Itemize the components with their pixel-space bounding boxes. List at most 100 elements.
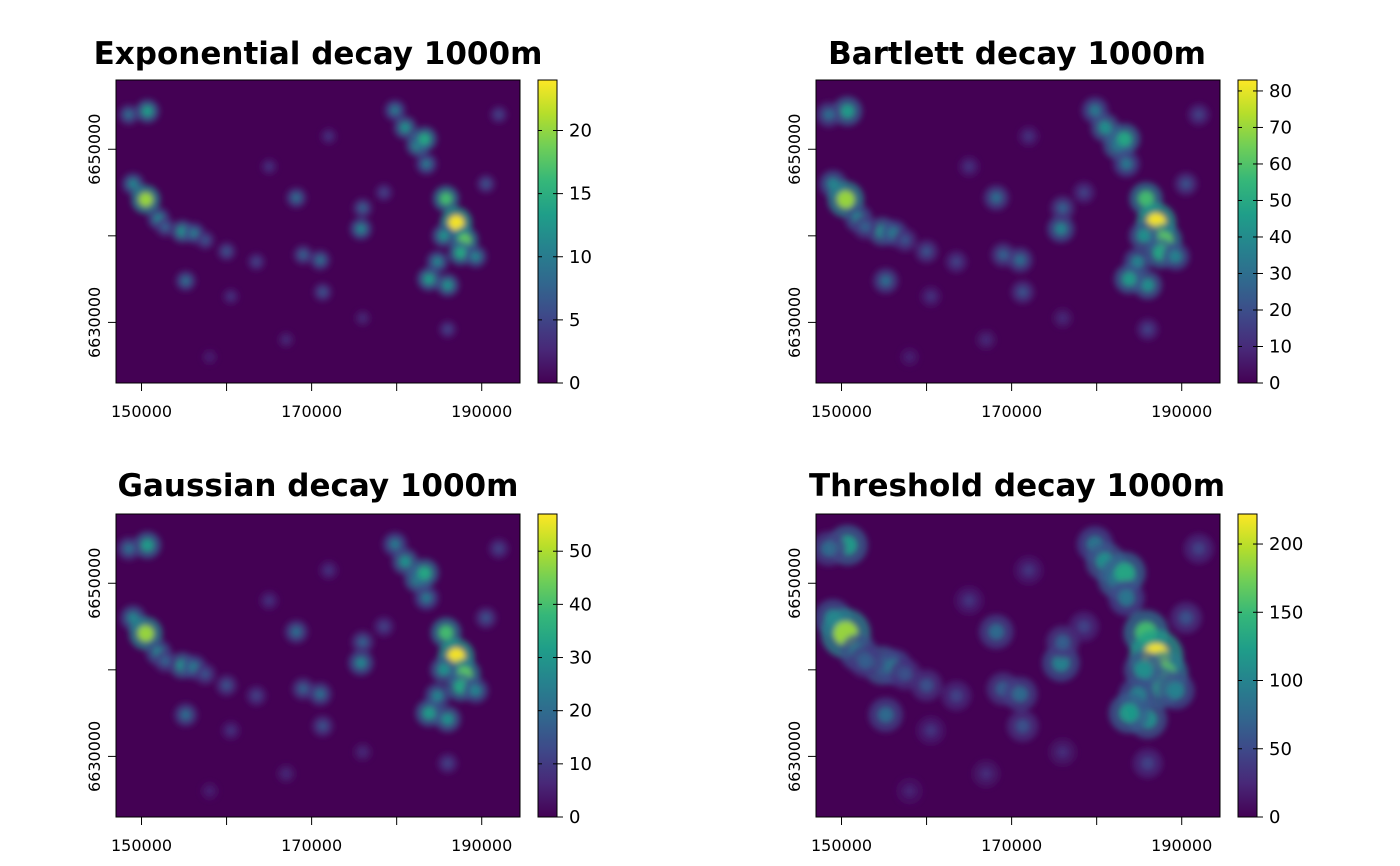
density-hotspot-core	[981, 335, 991, 345]
density-hotspot-core	[399, 122, 411, 134]
density-hotspot-core	[1136, 228, 1151, 243]
density-hotspot-core	[1054, 222, 1068, 236]
density-hotspot-core	[1057, 202, 1069, 214]
legend-tick-label: 0	[1269, 373, 1280, 394]
x-tick-label: 190000	[451, 402, 512, 421]
density-hotspot-core	[1058, 313, 1068, 323]
legend-tick-label: 50	[1269, 739, 1292, 760]
legend-tick-label: 0	[1269, 807, 1280, 828]
legend-tick-label: 200	[1269, 534, 1303, 555]
density-hotspot-core	[1191, 541, 1206, 556]
density-hotspot-core	[437, 230, 449, 242]
density-hotspot-core	[481, 612, 491, 623]
density-hotspot-core	[1014, 254, 1027, 267]
density-hotspot-core	[469, 684, 482, 697]
density-hotspot-core	[1117, 589, 1135, 607]
density-hotspot-core	[879, 274, 892, 287]
density-hotspot-core	[389, 538, 401, 551]
density-hotspot-core	[423, 273, 435, 285]
legend-tick-label: 20	[1269, 300, 1292, 321]
density-hotspot-core	[359, 314, 367, 322]
x-tick-label: 170000	[281, 402, 342, 421]
density-hotspot-core	[820, 540, 837, 557]
panel-3: Gaussian decay 1000m 150000 170000 190000 66…	[85, 468, 592, 855]
density-hotspot-core	[379, 621, 389, 632]
density-hotspot-core	[137, 625, 155, 642]
x-tick-label: 150000	[111, 402, 172, 421]
plot-frame	[115, 513, 521, 818]
density-hotspot-core	[494, 110, 503, 119]
density-hotspot-core	[1120, 157, 1133, 171]
density-hotspot-core	[201, 235, 210, 245]
x-tick-label: 150000	[811, 402, 872, 421]
density-hotspot-core	[1114, 562, 1135, 584]
legend-tick-label: 20	[569, 121, 592, 142]
density-hotspot-core	[1134, 660, 1153, 680]
legend-colorbar	[537, 79, 558, 384]
density-hotspot-core	[1012, 685, 1029, 703]
density-hotspot-core	[251, 691, 261, 701]
x-tick-label: 150000	[811, 836, 872, 855]
density-hotspot-core	[205, 787, 214, 796]
legend-tick-label: 40	[1269, 227, 1292, 248]
density-hotspot-core	[1142, 324, 1153, 335]
density-hotspot-core	[470, 251, 482, 262]
density-hotspot-core	[1015, 718, 1030, 734]
panel-2: Bartlett decay 1000m 150000 170000 190000 66…	[785, 36, 1292, 421]
plot-frame	[815, 79, 1221, 384]
density-hotspot-core	[448, 214, 465, 231]
legend-tick-label: 150	[1269, 602, 1303, 623]
density-hotspot-core	[123, 543, 135, 555]
x-tick-label: 190000	[1151, 836, 1212, 855]
y-tick-label: 6630000	[785, 721, 804, 792]
density-hotspot-core	[1023, 131, 1034, 141]
legend-tick-label: 10	[569, 754, 592, 775]
density-hotspot-core	[494, 544, 504, 554]
density-hotspot-core	[180, 276, 191, 286]
density-hotspot-core	[438, 625, 454, 641]
density-hotspot-core	[222, 247, 231, 256]
density-hotspot-core	[314, 688, 326, 700]
legend-tick-label: 0	[569, 807, 580, 828]
density-hotspot-core	[1056, 745, 1069, 759]
legend-tick-label: 30	[569, 648, 592, 669]
plot-frame	[815, 513, 1221, 818]
density-hotspot-core	[859, 221, 871, 233]
density-hotspot-core	[903, 785, 916, 797]
density-hotspot-core	[997, 249, 1009, 261]
density-hotspot-core	[432, 256, 443, 268]
density-hotspot-core	[1140, 756, 1155, 771]
density-hotspot-core	[140, 538, 155, 552]
x-tick-label: 170000	[281, 836, 342, 855]
density-hotspot-core	[160, 222, 170, 232]
density-hotspot-core	[206, 353, 214, 361]
density-hotspot-core	[905, 352, 914, 362]
panel-title: Bartlett decay 1000m	[828, 36, 1206, 72]
density-hotspot-core	[160, 655, 171, 667]
density-hotspot-core	[1052, 653, 1070, 672]
density-hotspot-core	[358, 203, 368, 213]
density-hotspot-core	[354, 656, 367, 669]
density-hotspot-core	[443, 325, 452, 334]
density-hotspot-core	[1055, 634, 1071, 650]
density-hotspot-core	[949, 689, 964, 703]
density-hotspot-core	[822, 108, 835, 121]
density-hotspot-core	[355, 223, 367, 235]
density-hotspot-core	[454, 247, 467, 260]
legend-tick-label: 50	[569, 541, 592, 562]
legend-tick-label: 80	[1269, 81, 1292, 102]
legend-tick-label: 40	[569, 594, 592, 615]
density-hotspot-core	[1137, 190, 1155, 207]
legend-tick-label: 5	[569, 310, 580, 331]
legend-tick-label: 20	[569, 701, 592, 722]
density-hotspot-core	[180, 709, 192, 721]
density-hotspot-core	[1140, 278, 1155, 293]
density-hotspot-core	[422, 706, 436, 720]
density-hotspot-core	[898, 666, 913, 682]
density-hotspot-core	[315, 255, 325, 265]
density-hotspot-core	[358, 747, 367, 757]
density-hotspot-core	[1178, 610, 1194, 626]
density-hotspot-core	[317, 721, 328, 731]
density-hotspot-core	[290, 626, 302, 638]
